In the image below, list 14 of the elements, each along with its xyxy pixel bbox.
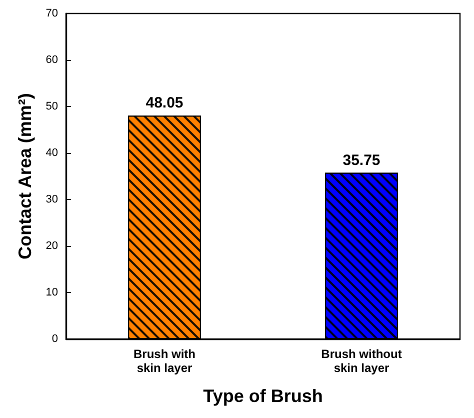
y-tick-label: 50 [46,100,58,112]
y-tick-label: 60 [46,54,58,66]
data-label: 48.05 [146,94,184,112]
x-tick-label: Brush with skin layer [134,347,196,375]
x-tick-label: Brush without skin layer [321,347,402,375]
y-tick-label: 0 [52,333,58,345]
y-tick-label: 70 [46,8,58,20]
y-tick-label: 40 [46,147,58,159]
data-label: 35.75 [342,152,380,169]
x-axis-title: Type of Brush [203,386,323,406]
y-tick-label: 20 [46,240,58,252]
y-tick-label: 30 [46,194,58,206]
y-tick-label: 10 [46,286,58,298]
y-axis-title: Contact Area (mm²) [15,93,35,260]
